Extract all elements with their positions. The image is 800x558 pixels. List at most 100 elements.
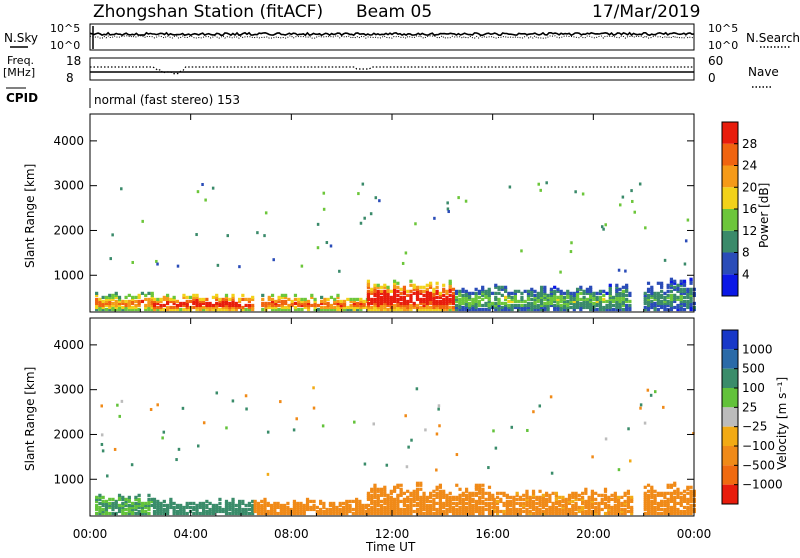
heatmap-cell xyxy=(490,303,495,308)
heatmap-cell xyxy=(341,511,346,516)
heatmap-cell xyxy=(251,511,255,516)
heatmap-cell xyxy=(376,297,380,302)
heatmap-cell xyxy=(689,503,693,508)
heatmap-cell xyxy=(221,305,225,310)
heatmap-cell xyxy=(305,507,310,512)
heatmap-cell xyxy=(215,303,219,308)
heatmap-cell xyxy=(406,301,410,306)
heatmap-cell xyxy=(435,289,439,293)
heatmap-cell xyxy=(562,301,567,306)
heatmap-cell xyxy=(663,503,667,508)
heatmap-cell xyxy=(559,270,562,274)
heatmap-cell xyxy=(600,501,604,506)
heatmap-cell xyxy=(543,289,547,293)
heatmap-cell xyxy=(150,291,154,295)
heatmap-cell xyxy=(313,299,317,304)
heatmap-cell xyxy=(185,303,189,308)
heatmap-cell xyxy=(650,507,654,512)
heatmap-cell xyxy=(613,495,617,499)
heatmap-cell xyxy=(520,295,524,300)
heatmap-cell xyxy=(188,299,193,304)
heatmap-cell xyxy=(273,501,277,506)
heatmap-cell xyxy=(660,303,664,308)
heatmap-cell xyxy=(231,299,235,304)
heatmap-cell xyxy=(512,509,516,514)
heatmap-cell xyxy=(428,511,433,516)
heatmap-cell xyxy=(100,433,104,437)
heatmap-cell xyxy=(587,497,591,501)
heatmap-cell xyxy=(147,503,151,508)
heatmap-cell xyxy=(653,303,657,308)
heatmap-cell xyxy=(531,505,536,510)
heatmap-cell xyxy=(571,503,575,508)
heatmap-cell xyxy=(432,497,436,501)
heatmap-cell xyxy=(114,291,118,295)
y-tick-label: 1000 xyxy=(53,268,84,282)
heatmap-cell xyxy=(383,291,387,295)
heatmap-cell xyxy=(273,503,277,508)
heatmap-cell xyxy=(120,187,123,191)
heatmap-cell xyxy=(432,303,436,308)
heatmap-cell xyxy=(676,487,680,491)
heatmap-cell xyxy=(104,509,109,514)
heatmap-cell xyxy=(673,505,677,510)
heatmap-cell xyxy=(679,287,683,291)
heatmap-cell xyxy=(290,303,294,308)
heatmap-cell xyxy=(438,499,443,504)
heatmap-cell xyxy=(316,246,320,250)
heatmap-cell xyxy=(458,495,462,499)
heatmap-cell xyxy=(545,511,549,516)
heatmap-cell xyxy=(689,495,693,499)
heatmap-cell xyxy=(159,509,163,514)
heatmap-cell xyxy=(373,489,377,493)
heatmap-cell xyxy=(117,497,122,501)
heatmap-cell xyxy=(615,303,619,308)
heatmap-cell xyxy=(215,295,219,300)
heatmap-cell xyxy=(581,497,585,501)
heatmap-cell xyxy=(585,305,589,310)
heatmap-cell xyxy=(290,299,294,304)
heatmap-cell xyxy=(396,495,400,499)
heatmap-cell xyxy=(484,501,488,506)
heatmap-cell xyxy=(355,511,359,516)
heatmap-cell xyxy=(131,295,135,300)
heatmap-cell xyxy=(455,511,459,516)
heatmap-cell xyxy=(539,289,544,293)
heatmap-cell xyxy=(572,295,576,300)
heatmap-cell xyxy=(497,301,501,306)
y-tick-label: 3000 xyxy=(53,179,84,193)
heatmap-cell xyxy=(551,505,555,510)
heatmap-cell xyxy=(507,295,511,300)
heatmap-cell xyxy=(406,511,410,516)
heatmap-cell xyxy=(376,511,380,516)
heatmap-cell xyxy=(419,497,423,501)
heatmap-cell xyxy=(366,509,371,514)
heatmap-cell xyxy=(656,501,660,506)
heatmap-cell xyxy=(218,501,222,506)
heatmap-cell xyxy=(376,495,380,499)
heatmap-cell xyxy=(237,299,242,304)
heatmap-cell xyxy=(283,505,287,510)
heatmap-cell xyxy=(389,297,393,302)
heatmap-cell xyxy=(590,495,595,499)
heatmap-cell xyxy=(497,297,501,302)
heatmap-cell xyxy=(412,491,416,495)
heatmap-cell xyxy=(531,501,536,506)
heatmap-cell xyxy=(643,503,647,508)
heatmap-cell xyxy=(176,264,180,268)
heatmap-cell xyxy=(663,499,667,504)
heatmap-cell xyxy=(134,503,138,508)
heatmap-cell xyxy=(428,283,433,287)
heatmap-cell xyxy=(537,182,540,186)
heatmap-cell xyxy=(442,495,446,499)
heatmap-cell xyxy=(332,509,336,514)
heatmap-cell xyxy=(451,305,456,310)
heatmap-cell xyxy=(509,501,513,506)
heatmap-cell xyxy=(284,307,288,312)
heatmap-cell xyxy=(682,279,687,283)
heatmap-cell xyxy=(114,307,118,312)
heatmap-cell xyxy=(412,493,416,497)
heatmap-cell xyxy=(618,299,622,304)
heatmap-cell xyxy=(370,307,374,312)
heatmap-cell xyxy=(376,285,380,289)
